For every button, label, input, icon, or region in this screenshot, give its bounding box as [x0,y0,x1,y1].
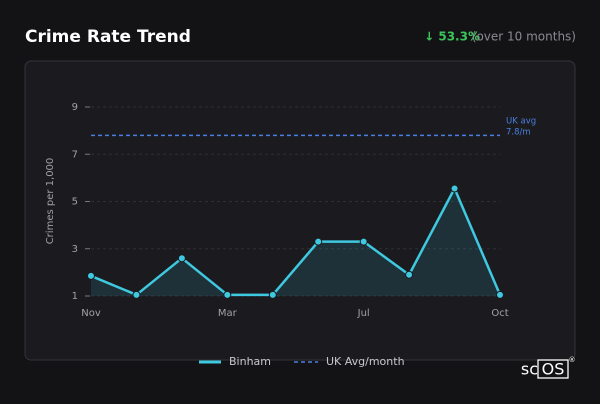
logo-box [537,359,569,379]
y-axis-label: Crimes per 1,000 [45,158,56,245]
x-tick-label: Mar [218,308,238,319]
change: ↓ 53.3% [424,30,480,44]
point [405,270,414,279]
point [359,237,368,246]
logo-prefix: sc [521,360,538,379]
change-note: (over 10 months) [472,30,576,44]
legend-label: Binham [229,355,271,368]
area [91,188,500,296]
point [450,184,459,193]
point [268,290,277,299]
title: Crime Rate Trend [25,27,191,47]
x-tick-label: Jul [357,308,370,319]
reference-annotation: 7.8/m [506,128,531,138]
point [87,271,95,280]
y-tick-label: 1 [72,291,78,302]
reference-annotation: UK avg [506,117,536,127]
x-tick-label: Oct [491,308,508,319]
line [90,187,502,297]
logo-boxed: OS [542,360,565,379]
point [132,290,141,299]
legend-label: UK Avg/month [326,355,405,368]
y-tick-label: 5 [72,197,78,208]
point [496,290,504,299]
y-tick-label: 3 [72,244,78,255]
point [314,237,323,246]
y-tick-label: 7 [72,149,78,160]
point [223,290,232,299]
y-tick-label: 9 [72,102,78,113]
point [177,254,186,263]
logo-mark: ® [569,356,576,364]
x-tick-label: Nov [81,308,101,319]
